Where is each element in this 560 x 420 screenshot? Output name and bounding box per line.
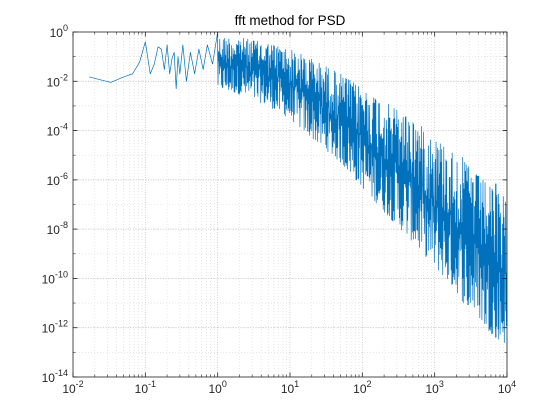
x-tick-label: 10-1 (135, 379, 156, 396)
y-tick-label: 10-4 (47, 122, 68, 139)
y-tick-label: 10-6 (47, 171, 68, 188)
x-tick-label: 103 (425, 379, 443, 396)
x-tick-label: 100 (208, 379, 226, 396)
y-tick-label: 10-14 (42, 368, 68, 385)
y-tick-label: 100 (50, 23, 68, 40)
x-tick-label: 10-2 (62, 379, 83, 396)
tick-labels: 10-2 10-1 100 101 102 103 104 100 10-2 10-4 10-6 10… (42, 23, 517, 396)
y-tick-label: 10-12 (42, 319, 68, 336)
y-tick-label: 10-8 (47, 220, 68, 237)
x-tick-label: 104 (498, 379, 516, 396)
axis-ticks (72, 31, 508, 378)
chart-title: fft method for PSD (235, 13, 346, 28)
x-tick-label: 102 (353, 379, 371, 396)
data-layer (89, 31, 508, 343)
x-tick-label: 101 (281, 379, 299, 396)
y-tick-label: 10-2 (47, 72, 68, 89)
psd-series-line (89, 31, 508, 343)
y-tick-label: 10-10 (42, 269, 68, 286)
